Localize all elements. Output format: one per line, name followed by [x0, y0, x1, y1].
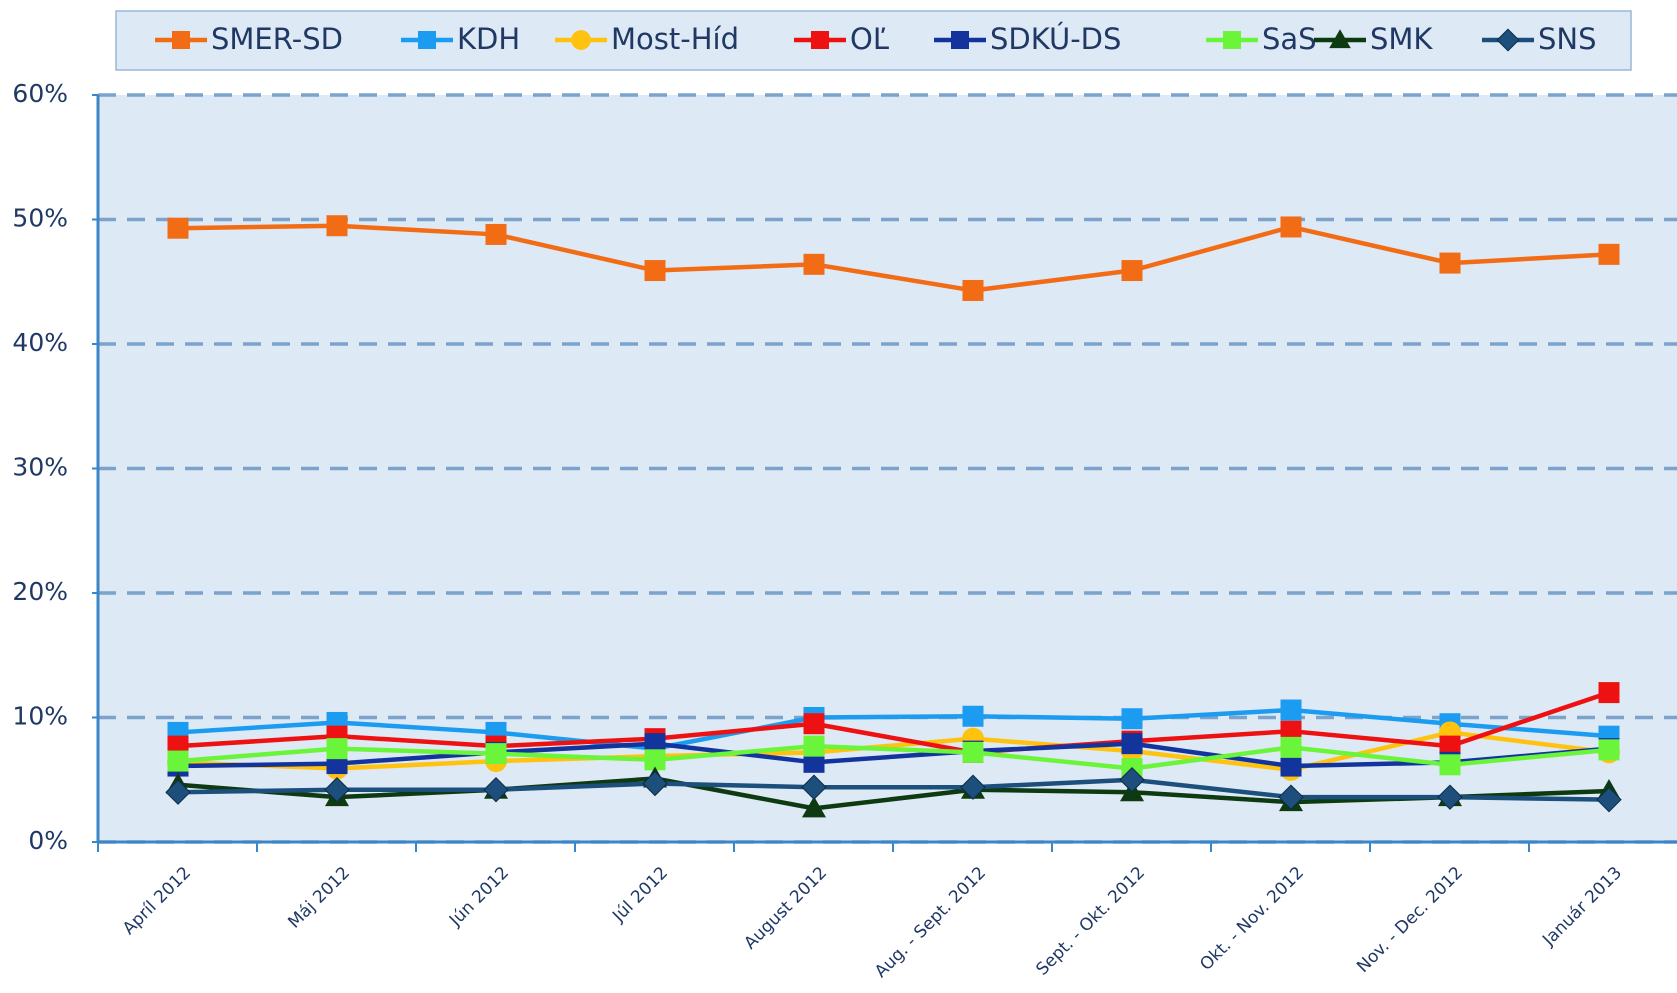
legend-label: OĽ — [850, 22, 889, 56]
marker — [486, 743, 507, 764]
x-tick-label: Apríl 2012 — [119, 863, 195, 939]
chart: 0% 10% 20% 30% 40% 50% 60% Apríl 2012 Máj 2012 Jú… — [0, 0, 1677, 993]
legend-label: SMK — [1370, 22, 1433, 56]
marker — [168, 218, 189, 239]
marker — [645, 260, 666, 281]
x-tick-label: Jún 2012 — [445, 863, 513, 931]
marker — [804, 736, 825, 757]
y-tick-label: 30% — [12, 453, 68, 482]
marker — [172, 31, 190, 49]
marker — [963, 280, 984, 301]
y-tick-label: 60% — [12, 79, 68, 108]
marker — [418, 31, 436, 49]
marker — [1122, 733, 1143, 754]
marker — [1122, 260, 1143, 281]
legend-label: SMER-SD — [211, 22, 343, 56]
marker — [811, 31, 829, 49]
marker — [1281, 737, 1302, 758]
x-tick-label: August 2012 — [740, 863, 831, 954]
marker — [486, 224, 507, 245]
y-tick-label: 40% — [12, 328, 68, 357]
legend-label: Most-Híd — [611, 22, 739, 56]
marker — [1440, 253, 1461, 274]
x-tick-label: Sept. - Okt. 2012 — [1032, 863, 1149, 980]
marker — [963, 706, 984, 727]
marker — [571, 30, 591, 50]
x-tick-label: Júl 2012 — [608, 863, 672, 927]
marker — [1599, 244, 1620, 265]
marker — [168, 751, 189, 772]
y-tick-label: 0% — [28, 826, 68, 855]
marker — [1599, 682, 1620, 703]
marker — [327, 215, 348, 236]
marker — [1440, 754, 1461, 775]
y-tick-label: 20% — [12, 577, 68, 606]
marker — [1281, 756, 1302, 777]
x-tick-label: Máj 2012 — [284, 863, 354, 933]
marker — [327, 738, 348, 759]
marker — [1122, 708, 1143, 729]
marker — [1281, 700, 1302, 721]
x-tick-label: Aug. - Sept. 2012 — [871, 863, 990, 982]
marker — [1223, 31, 1241, 49]
legend-label: SaS — [1262, 22, 1317, 56]
x-tick-label: Január 2013 — [1538, 863, 1626, 951]
marker — [951, 31, 969, 49]
y-tick-label: 10% — [12, 702, 68, 731]
marker — [963, 742, 984, 763]
y-tick-label: 50% — [12, 204, 68, 233]
marker — [1281, 216, 1302, 237]
legend-label: SNS — [1538, 22, 1597, 56]
marker — [1599, 739, 1620, 760]
marker — [804, 713, 825, 734]
x-tick-label: Nov. - Dec. 2012 — [1353, 863, 1467, 977]
marker — [804, 254, 825, 275]
legend-label: SDKÚ-DS — [990, 22, 1121, 56]
legend-label: KDH — [457, 22, 520, 56]
x-tick-label: Okt. - Nov. 2012 — [1196, 863, 1308, 975]
